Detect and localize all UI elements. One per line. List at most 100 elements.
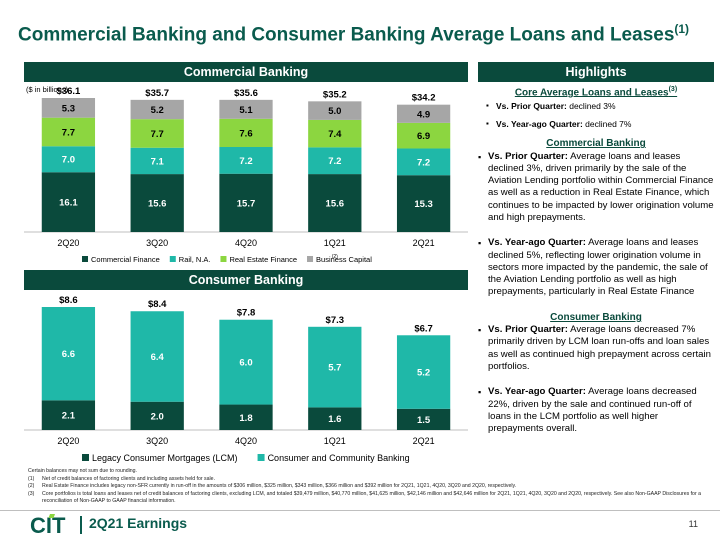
bar-segment	[41, 117, 96, 147]
data-label: 5.1	[239, 105, 253, 116]
bar-segment	[219, 319, 273, 405]
total-label: $7.8	[237, 308, 256, 319]
bar-segment	[41, 98, 96, 118]
commercial-banking-chart: 16.1 7.0 7.7 5.3 $36.1 2Q20 15.6 7.1 7.7 5.2 $35.7…	[24, 86, 468, 264]
svg-text:CIT: CIT	[30, 513, 66, 537]
core-loans-title: Core Average Loans and Leases(3)	[514, 86, 678, 99]
page-title: Commercial Banking and Consumer Banking …	[18, 22, 690, 46]
list-item: Vs. Year-ago Quarter: Average loans and …	[478, 237, 714, 298]
footer-separator	[80, 516, 82, 534]
highlights-panel: Core Average Loans and Leases(3) Vs. Pri…	[478, 84, 714, 435]
legend-label: Consumer and Community Banking	[268, 453, 410, 463]
legend-swatch	[257, 454, 265, 461]
category-label: 4Q20	[235, 238, 257, 248]
data-label: 15.6	[148, 199, 167, 210]
bar-segment	[219, 173, 273, 232]
total-label: $8.6	[59, 295, 78, 306]
bar-segment	[396, 408, 451, 430]
data-label: 6.0	[239, 358, 252, 369]
data-label: 1.8	[239, 413, 252, 424]
total-label: $8.4	[148, 299, 167, 310]
bar-segment	[308, 174, 362, 232]
footer-divider	[0, 510, 720, 511]
data-label: 7.2	[239, 156, 252, 167]
legend-label: Legacy Consumer Mortgages (LCM)	[92, 453, 238, 463]
data-label: 7.2	[328, 156, 341, 167]
data-label: 1.5	[417, 415, 431, 426]
bar-segment	[130, 174, 184, 232]
data-label: 2.1	[62, 411, 76, 422]
data-label: 1.6	[328, 414, 341, 425]
footnote-3: (3) Core portfolios is total loans and le…	[28, 490, 701, 505]
data-label: 6.9	[417, 131, 430, 142]
bar-segment	[308, 147, 362, 175]
bar-segment	[41, 146, 96, 173]
consumer-highlights-list: Vs. Prior Quarter: Average loans decreas…	[478, 324, 714, 435]
data-label: 6.6	[62, 349, 75, 360]
category-label: 2Q20	[57, 436, 79, 446]
total-label: $6.7	[414, 323, 433, 334]
bar-segment	[130, 99, 184, 120]
total-label: $35.6	[234, 88, 258, 99]
total-label: $35.2	[323, 89, 347, 100]
category-label: 1Q21	[324, 238, 346, 248]
consumer-banking-header: Consumer Banking	[24, 270, 468, 290]
bar-segment	[308, 101, 362, 120]
data-label: 7.2	[417, 157, 430, 168]
list-item: Vs. Year-ago Quarter: Average loans decr…	[478, 386, 714, 435]
bar-segment	[308, 407, 362, 430]
total-label: $7.3	[326, 315, 345, 326]
legend-swatch	[82, 454, 89, 461]
list-item: Vs. Prior Quarter: declined 3%	[478, 100, 714, 113]
category-label: 2Q21	[413, 238, 435, 248]
category-label: 2Q20	[57, 238, 79, 248]
total-label: $34.2	[412, 93, 436, 104]
data-label: 5.7	[328, 363, 341, 374]
commercial-banking-header: Commercial Banking	[24, 62, 468, 82]
bar-segment	[219, 99, 273, 119]
data-label: 6.4	[151, 352, 165, 363]
footnotes: Certain balances may not sum due to roun…	[28, 468, 708, 506]
bar-segment	[308, 119, 362, 148]
data-label: 5.0	[328, 106, 341, 117]
legend-swatch	[220, 256, 227, 262]
data-label: 2.0	[151, 411, 164, 422]
footnote-1: (1) Net of credit balances of factoring c…	[28, 475, 216, 482]
data-label: 16.1	[59, 198, 78, 209]
bar-segment	[130, 401, 184, 430]
list-item: Vs. Prior Quarter: Average loans and lea…	[478, 151, 714, 225]
data-label: 5.2	[151, 105, 164, 116]
legend-label: Business Capital	[316, 255, 372, 264]
data-label: 7.4	[328, 129, 342, 140]
cit-logo: CIT	[30, 513, 66, 537]
bar-segment	[396, 148, 451, 176]
category-label: 2Q21	[413, 436, 435, 446]
legend-swatch	[169, 256, 176, 262]
bar-segment	[41, 307, 96, 401]
category-label: 1Q21	[324, 436, 346, 446]
consumer-highlights-title: Consumer Banking	[550, 311, 642, 323]
bar-segment	[130, 311, 184, 402]
bar-segment	[396, 104, 451, 123]
category-label: 3Q20	[146, 238, 168, 248]
total-label: $36.1	[57, 86, 81, 97]
data-label: 7.7	[62, 127, 75, 138]
data-label: 7.6	[239, 128, 252, 139]
bar-segment	[219, 404, 273, 430]
footer-title: 2Q21 Earnings	[89, 515, 188, 531]
category-label: 4Q20	[235, 436, 257, 446]
data-label: 7.1	[151, 156, 165, 167]
bar-segment	[219, 118, 273, 147]
bar-segment	[219, 146, 273, 174]
data-label: 7.0	[62, 155, 75, 166]
consumer-banking-chart: 2.1 6.6 $8.6 2Q20 2.0 6.4 $8.4 3Q20 1.8 6.0 $7.8 4Q…	[24, 295, 468, 463]
bar-segment	[130, 119, 184, 148]
data-label: 4.9	[417, 109, 430, 120]
bar-segment	[396, 335, 451, 409]
legend-label: Rail, N.A.	[179, 255, 211, 264]
category-label: 3Q20	[146, 436, 168, 446]
list-item: Vs. Prior Quarter: Average loans decreas…	[478, 324, 714, 373]
bar-segment	[41, 400, 96, 430]
footnote-2: (2) Real Estate Finance includes legacy n…	[28, 483, 517, 490]
total-label: $35.7	[145, 88, 169, 99]
